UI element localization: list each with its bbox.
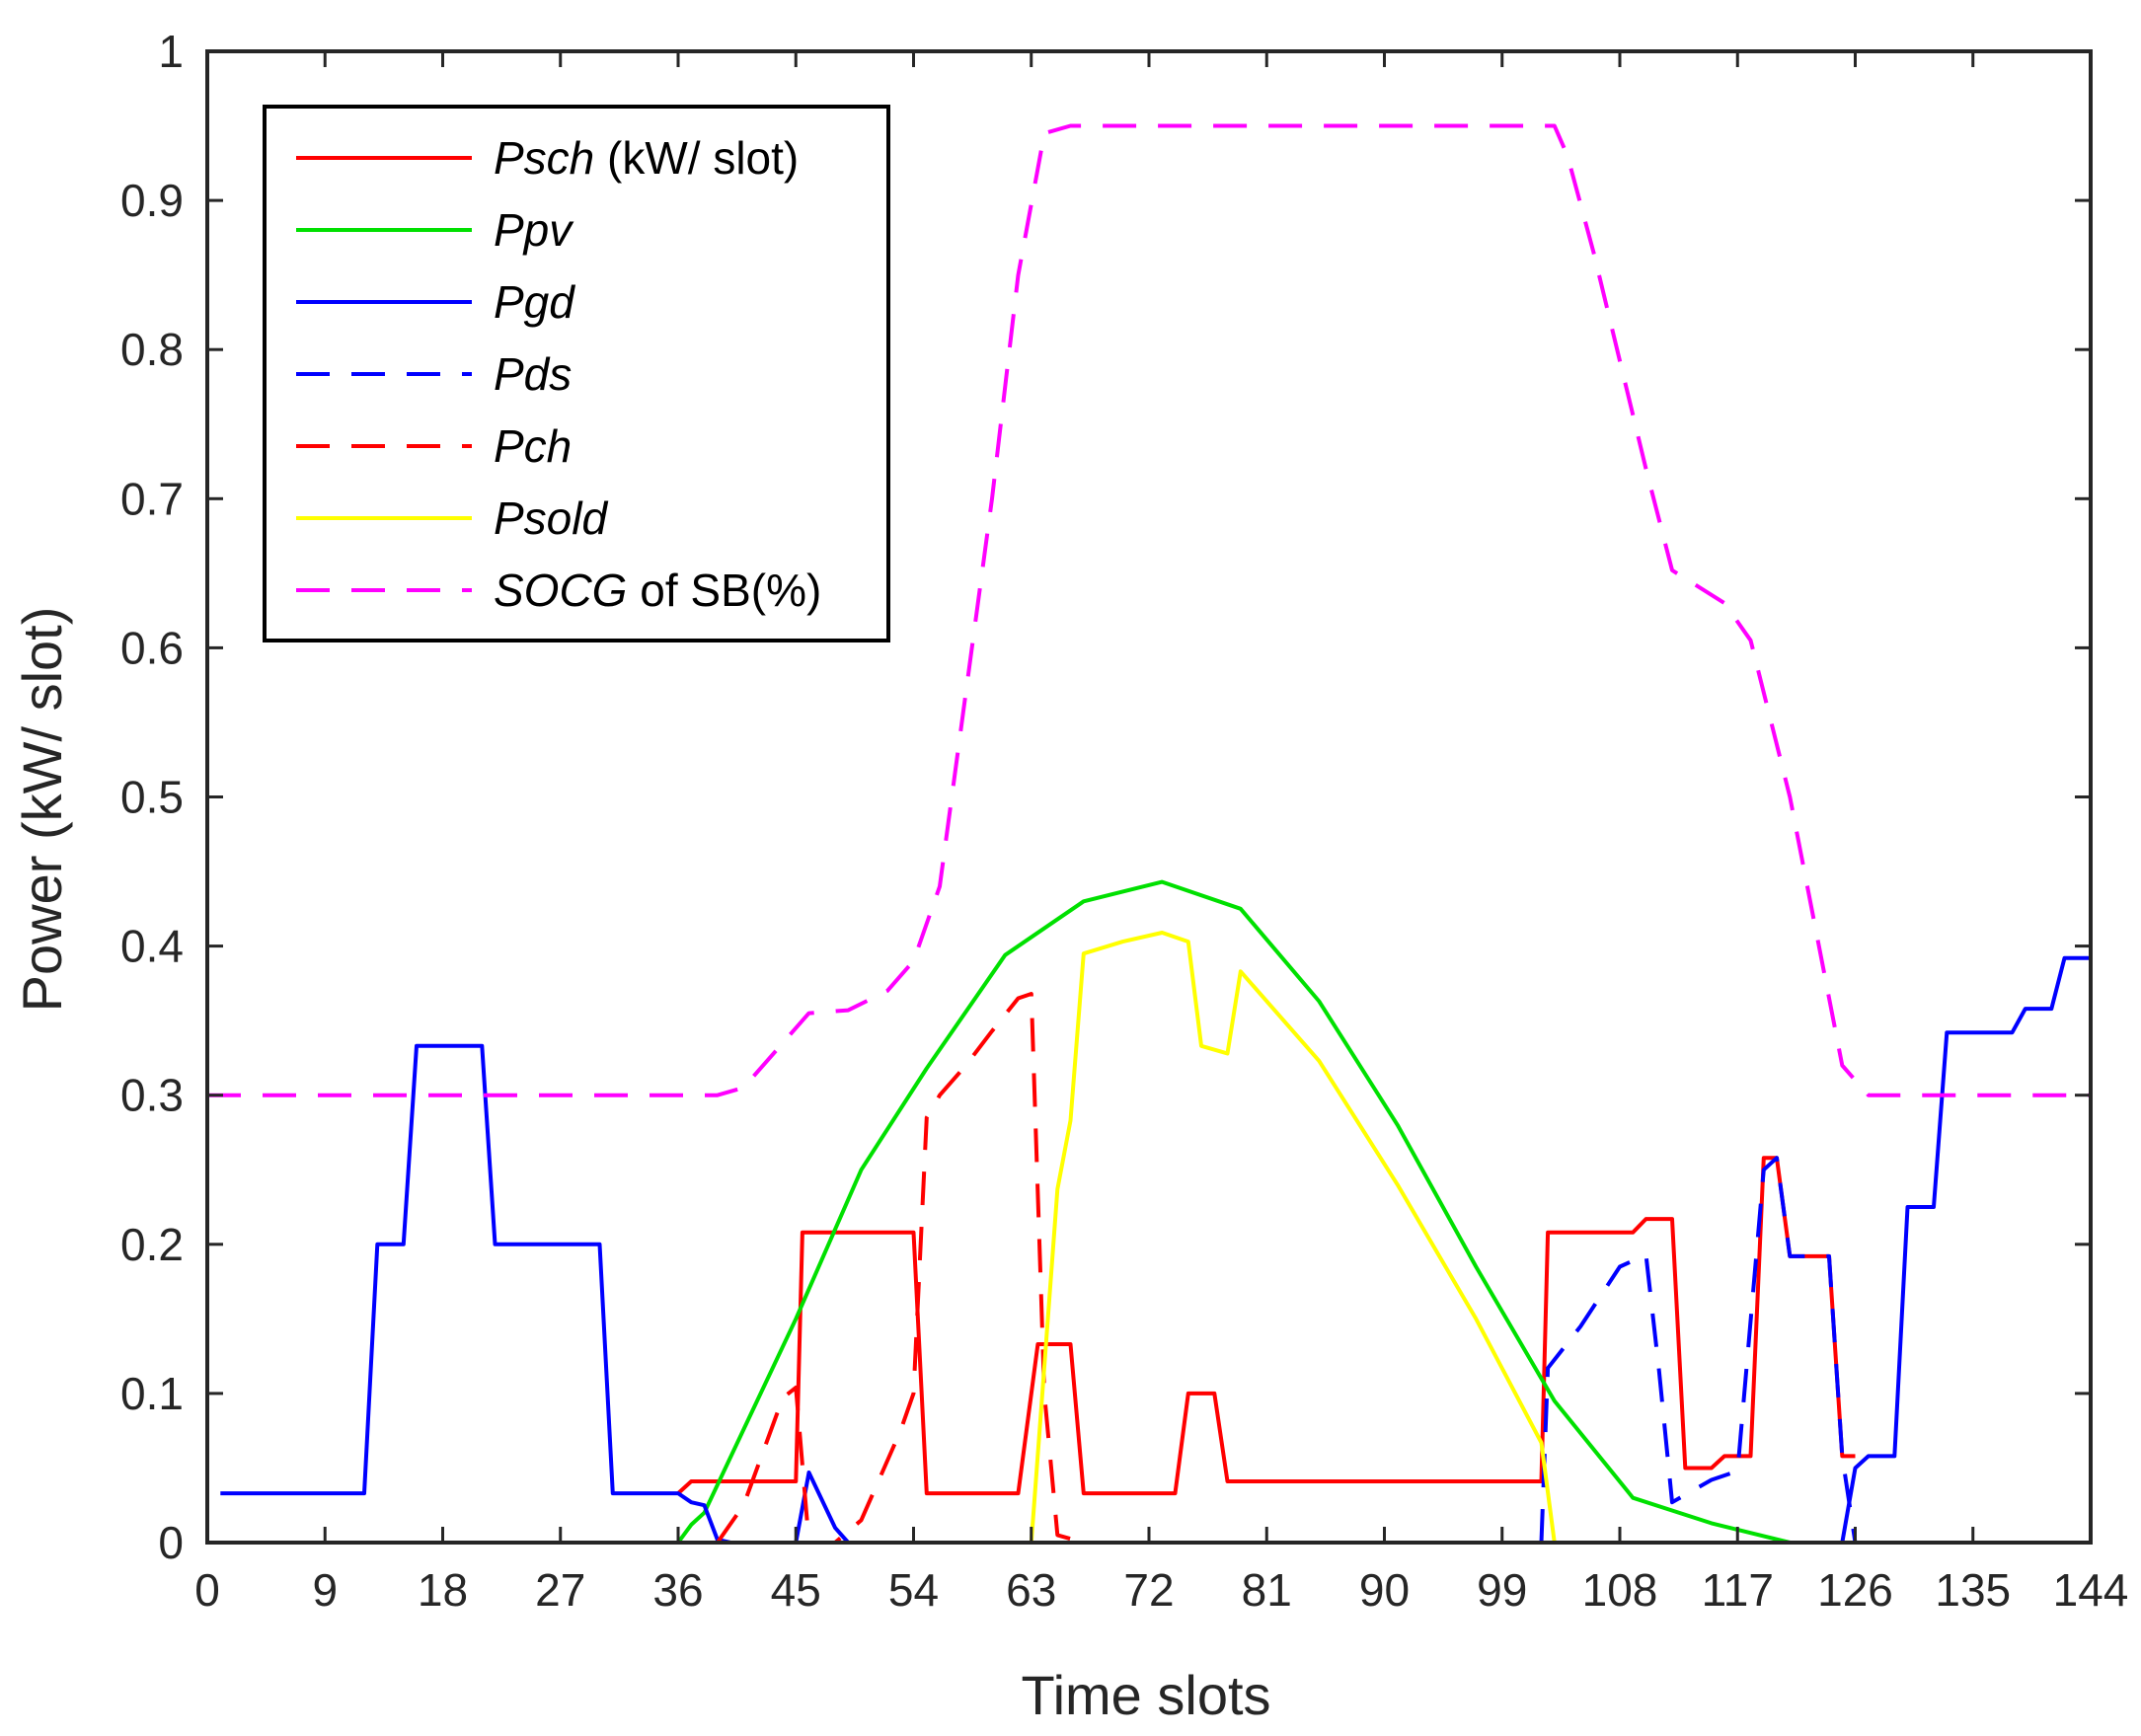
x-tick-label: 0 [194,1564,220,1616]
y-tick-label: 0.1 [120,1368,184,1419]
y-tick-label: 0.3 [120,1070,184,1121]
series-line-socg [207,123,2091,1097]
x-tick-label: 18 [418,1564,468,1616]
x-tick-label: 36 [652,1564,703,1616]
series-line-pds [1539,1156,1858,1544]
x-tick-label: 72 [1123,1564,1174,1616]
x-tick-label: 108 [1582,1564,1658,1616]
legend-entry: Pgd [494,276,575,328]
series-line-pgd [220,955,2091,1545]
legend-entry: Ppv [494,204,574,256]
legend-entry: Psch (kW/ slot) [494,132,799,184]
x-tick-label: 63 [1006,1564,1056,1616]
x-tick-label: 54 [888,1564,939,1616]
x-tick-label: 99 [1477,1564,1527,1616]
y-tick-label: 0.7 [120,473,184,524]
legend-entry: Psold [494,492,608,544]
y-tick-label: 0.6 [120,622,184,673]
x-tick-label: 81 [1242,1564,1292,1616]
y-tick-label: 0.8 [120,324,184,375]
x-tick-label: 90 [1359,1564,1410,1616]
y-axis-title: Power (kW/ slot) [11,607,73,1013]
x-tick-label: 27 [535,1564,585,1616]
legend-entry: Pds [494,348,572,400]
x-tick-label: 45 [771,1564,821,1616]
legend: Psch (kW/ slot) Ppv Pgd Pds Pch Psold SOCG of … [263,105,890,642]
y-tick-label: 0.5 [120,772,184,823]
y-tick-label: 0.4 [120,921,184,972]
y-tick-label: 0 [158,1517,184,1568]
x-tick-label: 117 [1702,1564,1774,1616]
legend-entry: SOCG of SB(%) [494,565,821,616]
series-layer [207,123,2091,1545]
y-tick-label: 0.2 [120,1219,184,1270]
series-line-psch [676,1156,1856,1496]
x-tick-label: 9 [312,1564,338,1616]
x-tick-label: 135 [1935,1564,2011,1616]
x-axis-title: Time slots [1021,1664,1270,1726]
x-tick-label: 126 [1817,1564,1893,1616]
x-tick-label: 144 [2053,1564,2129,1616]
series-line-pch [716,992,1542,1545]
y-tick-label: 0.9 [120,175,184,226]
ticks-layer: 0 9 18 27 36 45 54 63 72 81 90 99 108 117 126 135 144 0 0.… [120,26,2128,1616]
legend-entry: Pch [494,420,572,472]
series-line-psold [207,931,2091,1545]
y-tick-label: 1 [158,26,184,77]
series-line-ppv [207,879,2091,1545]
